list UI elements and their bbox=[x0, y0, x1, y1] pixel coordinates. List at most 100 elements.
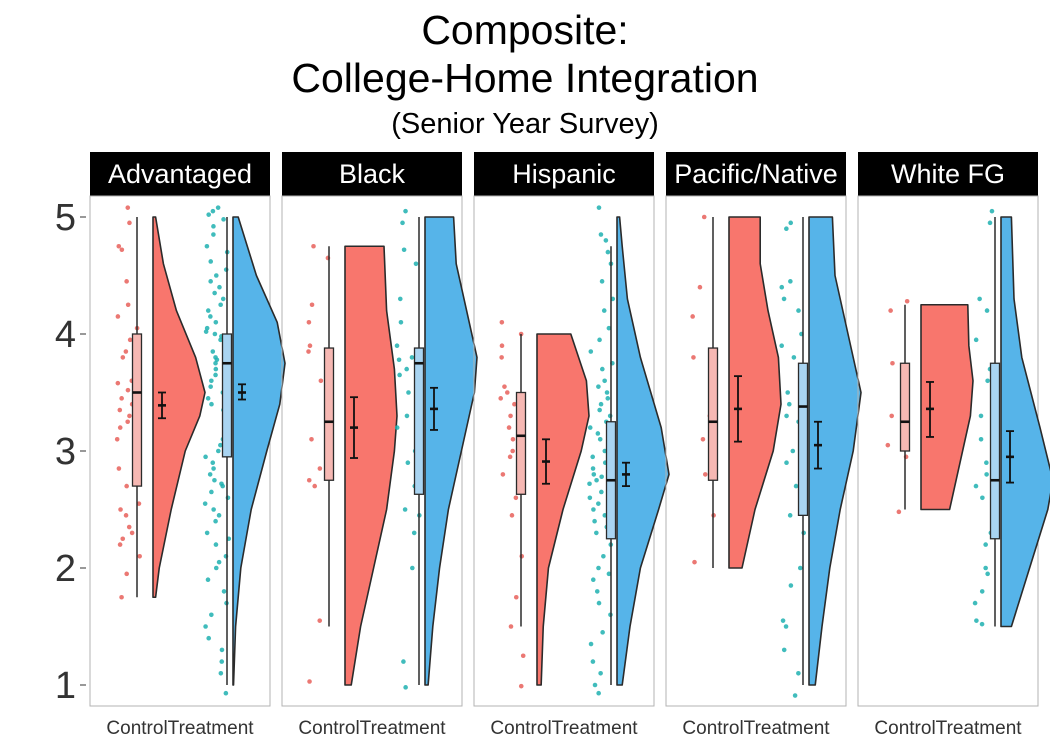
violin-control bbox=[536, 333, 590, 686]
data-point bbox=[779, 284, 785, 290]
chart-subtitle: (Senior Year Survey) bbox=[391, 108, 659, 140]
violin-control bbox=[728, 216, 782, 569]
data-point bbox=[504, 390, 510, 395]
data-point bbox=[125, 387, 131, 393]
data-point bbox=[972, 600, 978, 606]
box-iqr bbox=[221, 333, 233, 458]
data-point bbox=[118, 507, 123, 512]
data-point bbox=[508, 624, 514, 629]
data-point bbox=[114, 437, 120, 442]
data-point bbox=[596, 565, 601, 571]
data-point bbox=[204, 530, 210, 536]
facet-strip-label: Black bbox=[339, 159, 406, 189]
box-iqr bbox=[323, 347, 335, 481]
data-point bbox=[973, 483, 979, 489]
data-point bbox=[590, 577, 596, 582]
data-point bbox=[984, 460, 989, 466]
data-point bbox=[212, 477, 217, 483]
data-point bbox=[137, 554, 142, 559]
facet-strip-label: Hispanic bbox=[512, 159, 616, 189]
data-point bbox=[396, 357, 402, 363]
box-iqr bbox=[989, 362, 1001, 540]
data-point bbox=[599, 279, 605, 284]
data-point bbox=[692, 559, 697, 565]
data-point bbox=[397, 296, 403, 302]
data-point bbox=[409, 355, 415, 360]
data-point bbox=[591, 507, 596, 512]
data-point bbox=[973, 337, 979, 343]
data-point bbox=[223, 690, 229, 696]
data-point bbox=[904, 298, 910, 304]
x-tick-label: ControlTreatment bbox=[106, 718, 254, 739]
data-point bbox=[595, 431, 601, 436]
data-point bbox=[604, 390, 610, 395]
data-point bbox=[790, 448, 796, 454]
data-point bbox=[213, 542, 219, 547]
data-point bbox=[605, 249, 611, 255]
data-point bbox=[115, 314, 121, 319]
data-point bbox=[309, 302, 315, 308]
data-point bbox=[784, 460, 789, 466]
data-point bbox=[607, 413, 613, 419]
data-point bbox=[520, 653, 526, 659]
data-point bbox=[402, 507, 408, 512]
data-point bbox=[220, 483, 225, 489]
data-point bbox=[500, 472, 506, 477]
data-point bbox=[401, 247, 407, 253]
data-point bbox=[885, 442, 891, 448]
data-point bbox=[781, 647, 787, 653]
data-point bbox=[306, 320, 312, 325]
x-tick-label: ControlTreatment bbox=[490, 718, 638, 739]
data-point bbox=[211, 466, 216, 471]
data-point bbox=[980, 495, 985, 501]
data-point bbox=[307, 679, 312, 684]
data-point bbox=[603, 238, 609, 243]
data-point bbox=[205, 577, 211, 582]
data-point bbox=[220, 296, 226, 302]
data-point bbox=[309, 437, 314, 442]
data-point bbox=[598, 232, 604, 237]
data-point bbox=[123, 513, 129, 518]
y-tick-label-3: 3 bbox=[55, 431, 76, 473]
data-point bbox=[594, 589, 600, 594]
chart-title-line2: College-Home Integration bbox=[291, 55, 759, 101]
data-point bbox=[890, 360, 895, 366]
data-point bbox=[796, 671, 801, 676]
box-iqr bbox=[899, 362, 911, 452]
data-point bbox=[598, 401, 604, 407]
data-point bbox=[596, 600, 602, 606]
data-point bbox=[209, 489, 214, 495]
data-point bbox=[888, 308, 893, 313]
data-point bbox=[788, 583, 794, 588]
data-point bbox=[590, 454, 595, 460]
data-point bbox=[216, 513, 222, 518]
data-point bbox=[127, 337, 133, 343]
data-point bbox=[796, 308, 801, 313]
data-point bbox=[317, 466, 323, 471]
data-point bbox=[213, 565, 219, 571]
data-point bbox=[400, 220, 405, 226]
data-point bbox=[785, 390, 790, 395]
data-point bbox=[211, 507, 216, 512]
y-tick-label-1: 1 bbox=[55, 665, 76, 707]
data-point bbox=[600, 630, 605, 635]
data-point bbox=[117, 542, 123, 547]
data-point bbox=[216, 559, 222, 565]
data-point bbox=[213, 518, 218, 524]
data-point bbox=[119, 396, 124, 401]
data-point bbox=[600, 366, 605, 372]
facet-panel-0 bbox=[89, 195, 271, 707]
data-point bbox=[502, 384, 507, 389]
data-point bbox=[787, 513, 793, 518]
data-point bbox=[791, 355, 797, 360]
data-point bbox=[404, 366, 409, 372]
violin-treatment bbox=[616, 216, 670, 686]
data-point bbox=[498, 396, 504, 401]
data-point bbox=[216, 448, 221, 454]
data-point bbox=[512, 401, 517, 407]
data-point bbox=[596, 690, 601, 696]
data-point bbox=[701, 214, 707, 220]
data-point bbox=[978, 413, 984, 419]
data-point bbox=[212, 290, 217, 296]
box-iqr bbox=[131, 333, 143, 487]
